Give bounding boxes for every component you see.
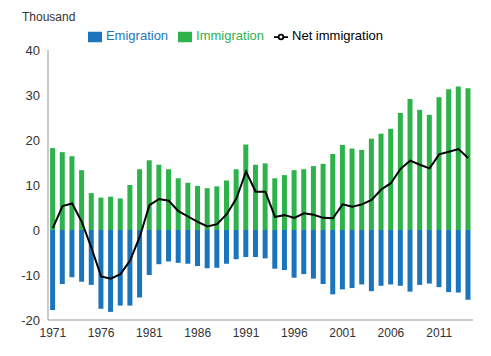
- svg-text:10: 10: [26, 178, 40, 193]
- svg-text:1976: 1976: [88, 326, 115, 340]
- svg-text:30: 30: [26, 88, 40, 103]
- svg-text:40: 40: [26, 43, 40, 58]
- svg-text:2011: 2011: [426, 326, 452, 340]
- svg-text:-20: -20: [21, 313, 40, 328]
- svg-text:1991: 1991: [233, 326, 260, 340]
- svg-text:2001: 2001: [329, 326, 356, 340]
- svg-text:1971: 1971: [39, 326, 66, 340]
- svg-text:1996: 1996: [281, 326, 308, 340]
- svg-text:2006: 2006: [378, 326, 405, 340]
- svg-text:1981: 1981: [136, 326, 163, 340]
- svg-text:-10: -10: [21, 268, 40, 283]
- html-text:Net immigration: Net immigration: [292, 28, 383, 43]
- svg-text:20: 20: [26, 133, 40, 148]
- svg-text:1986: 1986: [184, 326, 211, 340]
- html-text:Thousand: Thousand: [22, 10, 76, 24]
- html-text:Emigration: Emigration: [106, 28, 169, 43]
- svg-text:0: 0: [33, 223, 40, 238]
- html-text:Immigration: Immigration: [196, 28, 264, 43]
